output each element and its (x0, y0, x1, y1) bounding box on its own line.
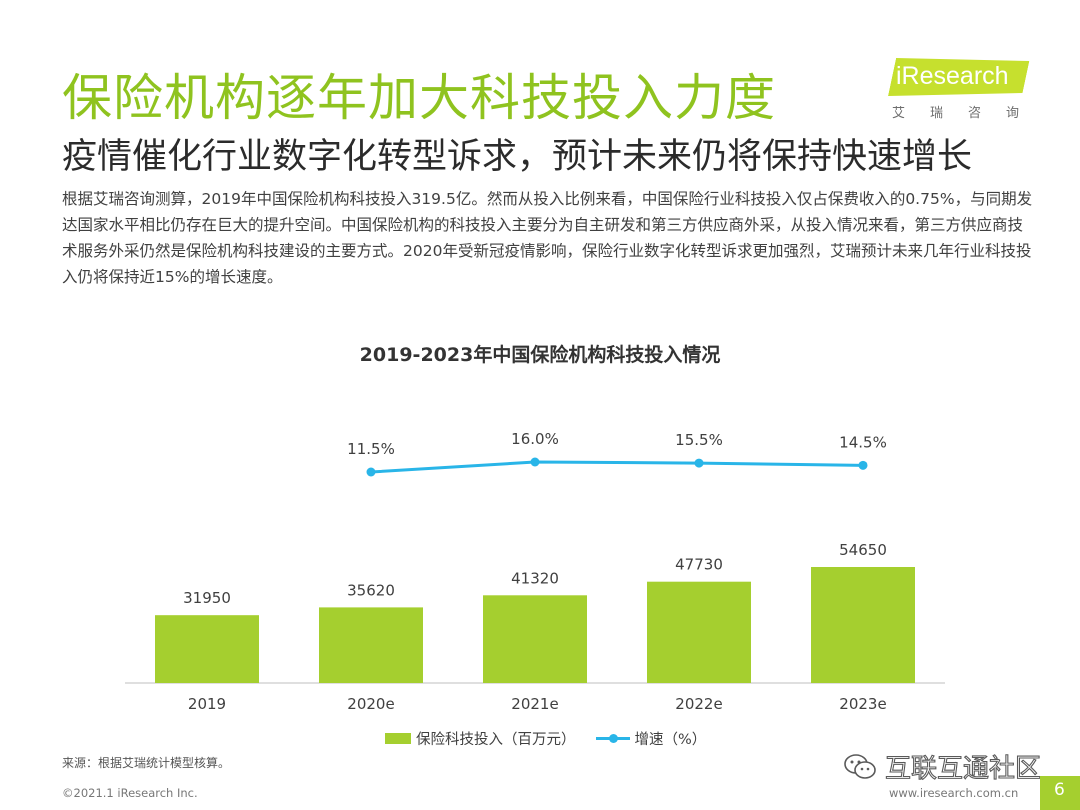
iresearch-logo: iResearch 艾瑞咨询 (890, 58, 1030, 124)
bar-2023e (811, 567, 915, 683)
wechat-icon (844, 753, 876, 779)
bar-2022e (647, 581, 751, 683)
watermark-text: 互联互通社区 (884, 753, 1042, 784)
chart-title: 2019-2023年中国保险机构科技投入情况 (359, 344, 721, 366)
copyright: ©2021.1 iResearch Inc. (62, 786, 198, 800)
growth-value-label: 16.0% (511, 430, 559, 448)
growth-point (366, 467, 376, 477)
bar-value-label: 31950 (183, 589, 231, 607)
growth-point (530, 457, 540, 467)
logo-brand-text: iResearch (896, 62, 1009, 90)
legend-label-growth: 增速（%） (634, 732, 707, 748)
growth-value-label: 14.5% (839, 433, 887, 451)
page-title: 保险机构逐年加大科技投入力度 (62, 69, 776, 127)
bar-value-label: 47730 (675, 556, 723, 574)
body-paragraph: 根据艾瑞咨询测算，2019年中国保险机构科技投入319.5亿。然而从投入比例来看… (62, 190, 1033, 286)
x-tick-label: 2022e (675, 695, 722, 713)
chart-legend: 保险科技投入（百万元） 增速（%） (385, 728, 726, 749)
growth-line (370, 460, 864, 474)
legend-bar-swatch (385, 733, 411, 744)
source-note: 来源：根据艾瑞统计模型核算。 (62, 756, 231, 770)
bar-value-label: 41320 (511, 569, 559, 587)
growth-value-label: 15.5% (675, 431, 723, 449)
x-tick-label: 2021e (511, 695, 558, 713)
bar-value-label: 54650 (839, 541, 887, 559)
bar-2021e (483, 595, 587, 683)
bar-value-label: 35620 (347, 581, 395, 599)
legend-label-investment: 保险科技投入（百万元） (416, 732, 576, 748)
growth-value-label: 11.5% (347, 440, 395, 458)
page-number-badge (1040, 776, 1080, 810)
x-tick-label: 2019 (188, 695, 226, 713)
watermark: 互联互通社区 (843, 748, 1042, 785)
legend-line-swatch (595, 734, 630, 743)
legend-item-investment: 保险科技投入（百万元） (385, 728, 576, 749)
page-number: 6 (1054, 780, 1065, 800)
page-subtitle: 疫情催化行业数字化转型诉求，预计未来仍将保持快速增长 (62, 137, 973, 177)
growth-point (694, 458, 704, 468)
website-link[interactable]: www.iresearch.com.cn (889, 786, 1019, 800)
logo-cn-text: 艾瑞咨询 (892, 106, 1045, 121)
x-tick-label: 2020e (347, 695, 394, 713)
bar-2020e (319, 607, 423, 683)
growth-point (858, 460, 868, 470)
x-tick-label: 2023e (839, 695, 886, 713)
legend-item-growth: 增速（%） (595, 728, 707, 749)
bar-2019 (155, 615, 259, 683)
